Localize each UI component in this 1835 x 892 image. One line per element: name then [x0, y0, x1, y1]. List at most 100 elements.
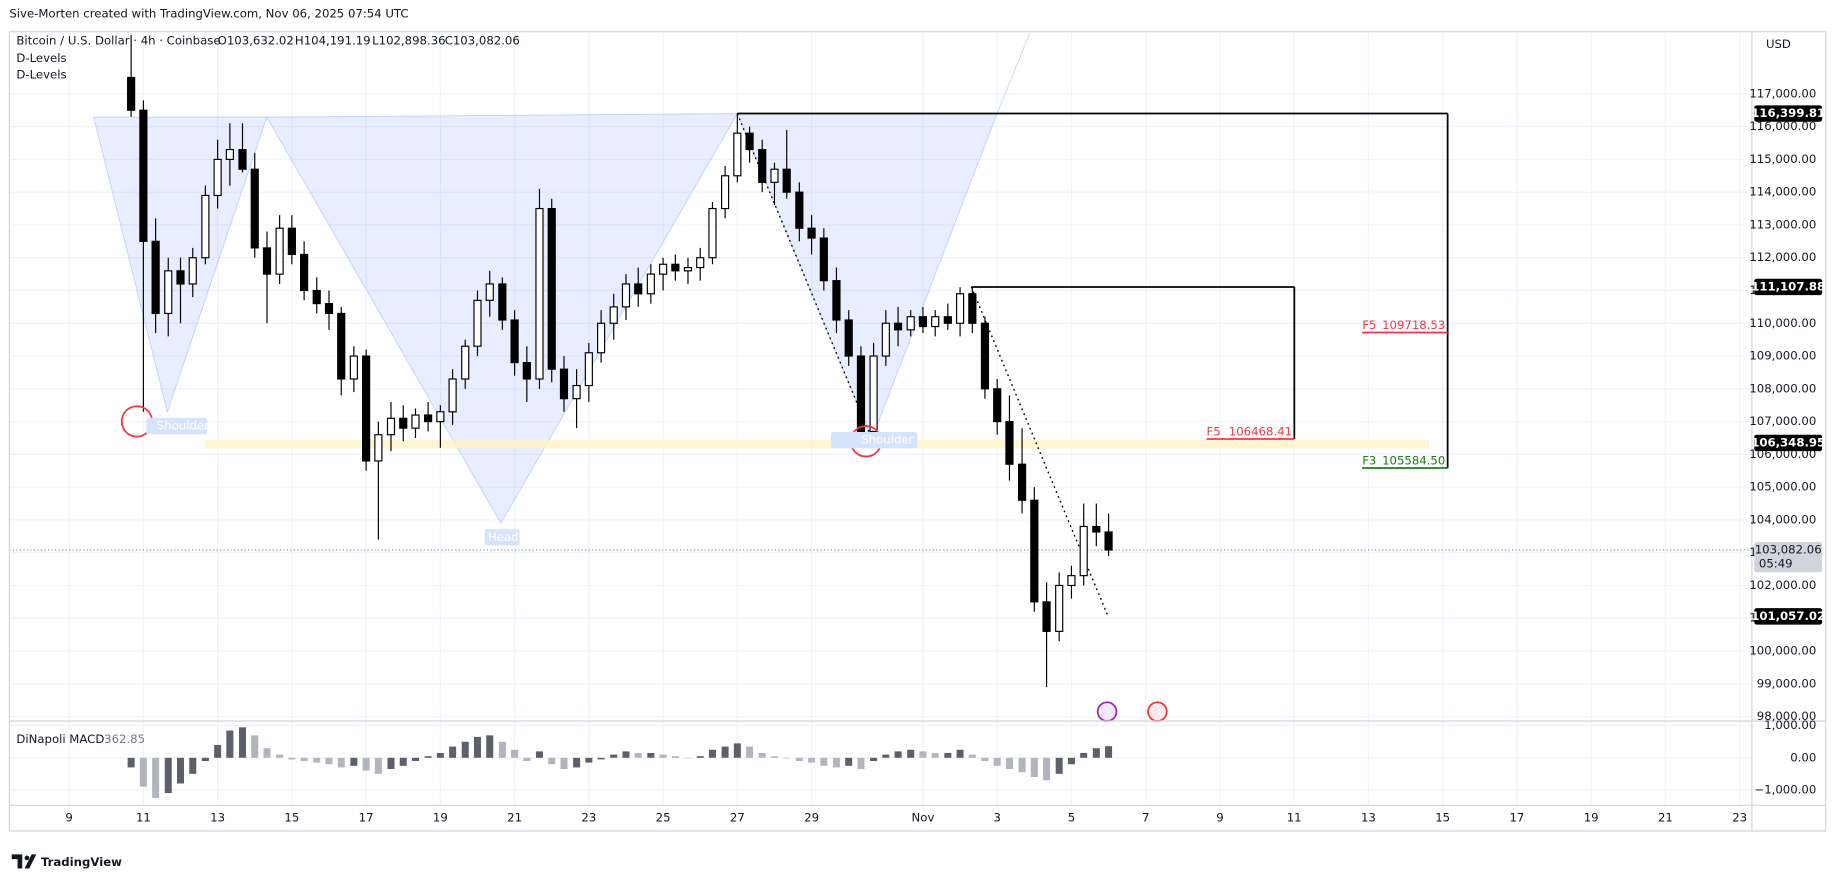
macd-bar — [684, 757, 692, 759]
level-name: F5 — [1207, 424, 1221, 438]
macd-bar — [486, 735, 494, 758]
candle-body — [1079, 525, 1088, 577]
macd-bar — [461, 741, 469, 758]
chart-frame — [8, 31, 1827, 832]
candle-body — [522, 362, 531, 380]
candle-body — [337, 312, 346, 380]
macd-bar — [770, 756, 778, 758]
macd-bar — [535, 751, 543, 758]
candle-body — [584, 352, 593, 387]
macd-bar — [498, 741, 506, 758]
x-tick-label: 17 — [359, 811, 374, 825]
candle-body — [176, 270, 185, 285]
macd-bar — [374, 757, 382, 774]
macd-bar — [721, 746, 729, 758]
candle-body — [1067, 575, 1076, 587]
level-value: 109718.53 — [1382, 318, 1445, 332]
indicator-label[interactable]: D-Levels — [16, 51, 66, 65]
candle-body — [374, 434, 383, 462]
macd-bar — [189, 757, 197, 774]
macd-title: DiNapoli MACD — [16, 732, 104, 746]
macd-bar — [201, 757, 209, 762]
candle-body — [770, 168, 779, 183]
candle-body — [436, 411, 445, 423]
pattern-label: Shoulder — [861, 433, 913, 447]
level-value: 105584.50 — [1382, 453, 1445, 467]
support-zone — [204, 440, 1429, 449]
macd-bar — [857, 757, 865, 770]
x-tick-label: 29 — [804, 811, 819, 825]
indicator-label[interactable]: D-Levels — [16, 68, 66, 82]
y-tick-label: 104,000.00 — [1749, 512, 1816, 526]
candle-body — [993, 388, 1002, 423]
candle-body — [547, 207, 556, 370]
candle-body — [201, 194, 210, 259]
macd-bar — [1080, 752, 1088, 758]
macd-bar — [746, 746, 754, 758]
x-tick-label: Nov — [912, 811, 935, 825]
macd-bar — [350, 757, 358, 766]
macd-bar — [325, 757, 333, 765]
candle-body — [1042, 601, 1051, 632]
y-tick-label: 98,000.00 — [1757, 709, 1816, 723]
candle-body — [399, 417, 408, 429]
candle-body — [819, 237, 828, 282]
candle-body — [498, 283, 507, 321]
macd-value: 362.85 — [104, 732, 145, 746]
ohlc: C103,082.06 — [445, 34, 520, 48]
macd-bar — [1055, 757, 1063, 774]
macd-bar — [1092, 748, 1100, 758]
y-tick-label: 116,000.00 — [1749, 119, 1816, 133]
candle-body — [349, 355, 358, 380]
candle-body — [324, 303, 334, 315]
ohlc: L102,898.36 — [372, 34, 445, 48]
candle-body — [659, 263, 668, 275]
x-tick-label: 11 — [1287, 811, 1302, 825]
level-name: F5 — [1362, 318, 1376, 332]
x-tick-label: 5 — [1068, 811, 1075, 825]
current-price-tag — [1754, 541, 1823, 573]
x-tick-label: 15 — [1435, 811, 1450, 825]
candle-body — [758, 148, 767, 183]
macd-bar — [956, 749, 964, 758]
macd-bar — [238, 727, 247, 758]
macd-bar — [362, 757, 370, 771]
event-icon[interactable] — [1096, 701, 1118, 722]
macd-bar — [820, 757, 828, 766]
price-tag-label: 111,107.88 — [1751, 279, 1825, 293]
ohlc: O103,632.02 — [218, 34, 294, 48]
x-tick-label: 21 — [1658, 811, 1673, 825]
macd-bar — [523, 757, 531, 762]
candle-body — [461, 345, 470, 380]
macd-bar — [832, 757, 840, 768]
macd-bar — [1105, 746, 1113, 758]
candle-body — [869, 355, 878, 433]
candle-body — [931, 316, 940, 328]
candle-body — [1104, 531, 1113, 551]
event-icon[interactable] — [1147, 701, 1168, 722]
pattern-label: Head — [488, 530, 519, 544]
candle-body — [893, 322, 903, 331]
candle-body — [424, 414, 433, 423]
x-tick-label: 27 — [730, 811, 745, 825]
macd-bar — [968, 754, 976, 758]
macd-bar — [176, 757, 185, 784]
macd-bar — [560, 757, 568, 770]
candle-body — [968, 293, 977, 324]
label-bg — [484, 529, 520, 546]
y-tick-label: 112,000.00 — [1749, 250, 1816, 264]
candle-body — [918, 316, 928, 328]
candle-body — [1017, 463, 1027, 501]
macd-bar — [214, 744, 222, 758]
y-tick-label: 100,000.00 — [1749, 644, 1816, 658]
candle-body — [572, 384, 581, 400]
candle-body — [127, 76, 136, 111]
candle-body — [262, 247, 272, 275]
candle-body — [213, 158, 222, 197]
candle-body — [856, 355, 866, 433]
candle-body — [634, 283, 643, 295]
x-tick-label: 23 — [1732, 811, 1747, 825]
logo-mark — [11, 854, 37, 869]
trend-line — [970, 286, 1109, 618]
x-tick-label: 13 — [1361, 811, 1376, 825]
